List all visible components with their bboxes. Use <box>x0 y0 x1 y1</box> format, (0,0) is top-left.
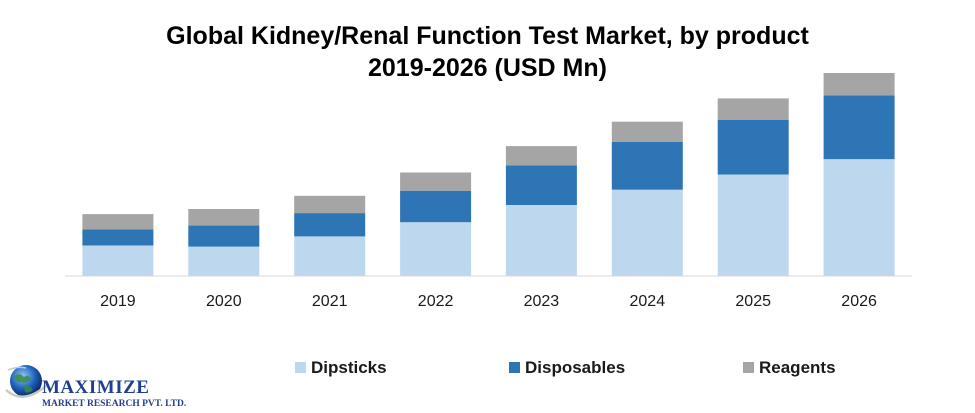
bar-dipsticks-2022 <box>400 222 472 276</box>
bar-reagents-2019 <box>82 214 154 230</box>
x-tick-label-2026: 2026 <box>841 293 877 310</box>
bar-reagents-2020 <box>188 209 260 226</box>
bar-dipsticks-2026 <box>823 159 895 276</box>
bar-dipsticks-2024 <box>611 189 683 276</box>
bar-disposables-2022 <box>400 190 472 223</box>
bars-layer <box>82 73 895 276</box>
x-tick-label-2023: 2023 <box>524 293 560 310</box>
bar-reagents-2021 <box>294 195 366 214</box>
bar-reagents-2026 <box>823 73 895 96</box>
legend-label-dipsticks: Dipsticks <box>311 358 387 377</box>
x-tick-label-2021: 2021 <box>312 293 348 310</box>
x-tick-label-2025: 2025 <box>735 293 771 310</box>
legend: Dipsticks Disposables Reagents <box>295 358 836 377</box>
chart-subtitle-line: 2019-2026 (USD Mn) <box>368 54 607 82</box>
bar-disposables-2023 <box>505 165 577 205</box>
bar-disposables-2024 <box>611 142 683 190</box>
x-tick-label-2024: 2024 <box>630 293 666 310</box>
logo-name: MAXIMIZE <box>42 377 149 398</box>
bar-dipsticks-2025 <box>717 174 789 276</box>
bar-disposables-2026 <box>823 95 895 160</box>
x-tick-labels: 2019 2020 2021 2022 2023 2024 2025 2026 <box>100 293 877 310</box>
legend-label-disposables: Disposables <box>525 358 625 377</box>
bar-disposables-2019 <box>82 229 154 246</box>
logo-tagline: MARKET RESEARCH PVT. LTD. <box>42 399 186 408</box>
bar-dipsticks-2019 <box>82 245 154 276</box>
company-logo: MAXIMIZE MARKET RESEARCH PVT. LTD. <box>4 362 204 409</box>
bar-dipsticks-2020 <box>188 246 260 276</box>
bar-dipsticks-2023 <box>505 204 577 276</box>
bar-reagents-2025 <box>717 98 789 120</box>
bar-reagents-2023 <box>505 146 577 166</box>
legend-swatch-disposables <box>509 362 520 373</box>
bar-reagents-2024 <box>611 121 683 142</box>
x-tick-label-2020: 2020 <box>206 293 242 310</box>
x-tick-label-2019: 2019 <box>100 293 136 310</box>
bar-disposables-2020 <box>188 225 260 247</box>
bar-reagents-2022 <box>400 172 472 191</box>
legend-swatch-dipsticks <box>295 362 306 373</box>
legend-label-reagents: Reagents <box>759 358 836 377</box>
legend-swatch-reagents <box>743 362 754 373</box>
bar-disposables-2021 <box>294 213 366 237</box>
chart-title: Global Kidney/Renal Function Test Market… <box>0 20 975 84</box>
bar-disposables-2025 <box>717 119 789 175</box>
chart-title-line: Global Kidney/Renal Function Test Market… <box>166 22 809 50</box>
bar-dipsticks-2021 <box>294 236 366 276</box>
x-tick-label-2022: 2022 <box>418 293 454 310</box>
globe-icon <box>5 365 49 398</box>
